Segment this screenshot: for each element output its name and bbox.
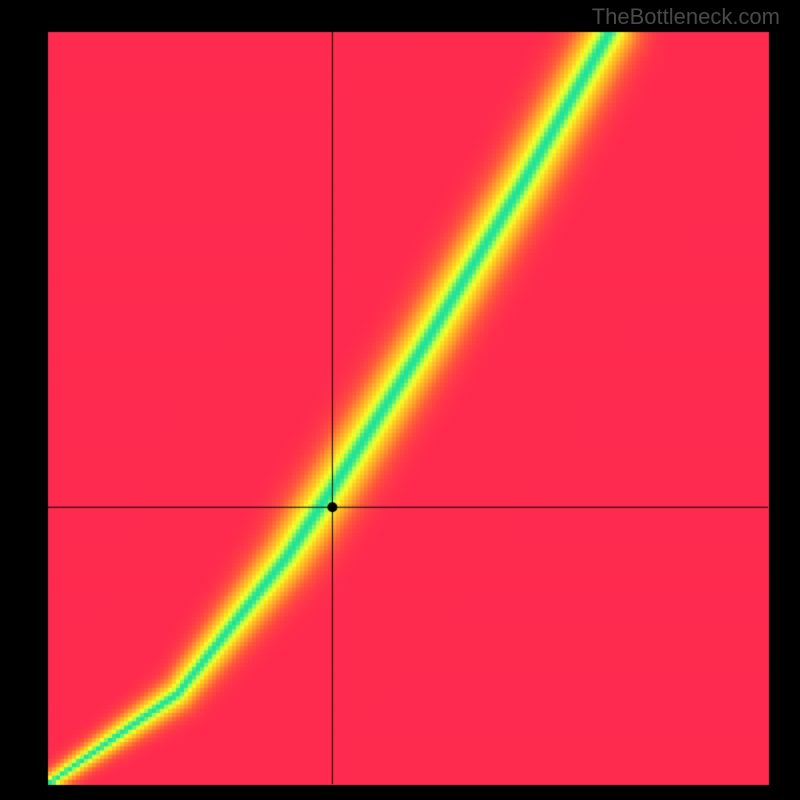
bottleneck-heatmap <box>0 0 800 800</box>
watermark-text: TheBottleneck.com <box>592 4 780 30</box>
